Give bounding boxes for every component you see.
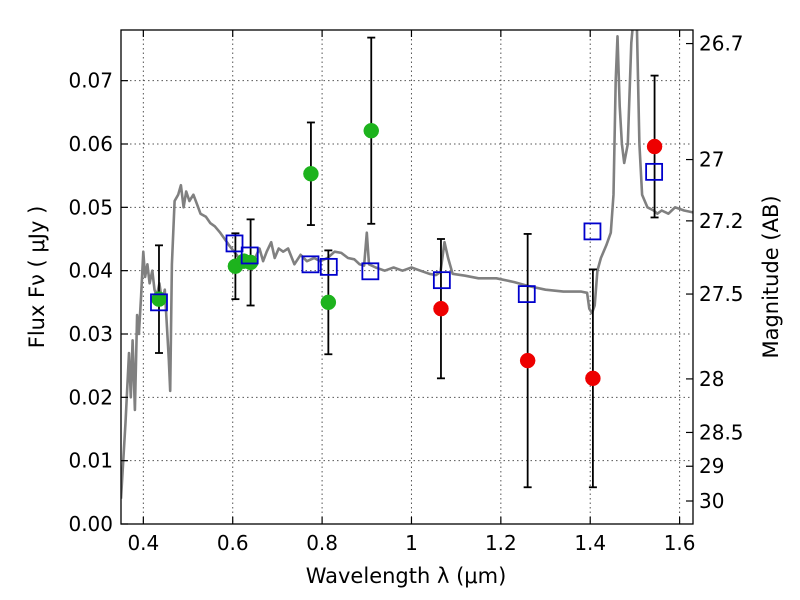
model-square-marker <box>319 257 338 276</box>
infrared-circle-marker <box>585 370 601 387</box>
marker-layer <box>150 122 664 387</box>
mag-tick-label: 28.5 <box>699 420 744 444</box>
mag-tick-label: 30 <box>699 489 724 513</box>
y-axis-title: Flux Fν ( μJy ) <box>25 206 49 349</box>
y-tick-label: 0.03 <box>68 322 113 346</box>
x-tick-label: 1.2 <box>485 531 517 555</box>
y-tick-label: 0.02 <box>68 385 113 409</box>
optical-circle-marker <box>303 166 319 182</box>
infrared-circle-marker <box>519 352 536 369</box>
x-tick-label: 1 <box>405 531 418 555</box>
x-tick-label: 0.8 <box>306 531 338 555</box>
mag-tick-label: 28 <box>699 367 724 391</box>
model-square-marker <box>225 234 244 253</box>
mag-tick-label: 27.2 <box>699 209 744 233</box>
x-tick-label: 0.6 <box>217 531 249 555</box>
model-square-marker <box>240 246 259 265</box>
axis-layer: 0.4 0.6 0.8 1 1.2 1.4 1.6 0.00 0.01 0.02 0.03 0.04 0… <box>68 30 744 555</box>
y2-axis-title: Magnitude (AB) <box>759 195 783 358</box>
y-tick-label: 0.01 <box>68 449 113 473</box>
grid <box>121 30 693 525</box>
spectrum-layer <box>121 30 693 499</box>
model-square-marker <box>150 293 168 312</box>
mag-tick-label: 27.5 <box>699 282 744 306</box>
y-tick-label: 0.07 <box>68 69 113 93</box>
optical-circle-marker <box>363 122 379 139</box>
infrared-circle-marker <box>433 300 449 317</box>
infrared-circle-marker <box>646 138 663 155</box>
optical-circle-marker <box>320 294 337 311</box>
model-square-marker <box>645 162 664 181</box>
plot-frame <box>120 29 694 525</box>
model-square-marker <box>361 262 380 281</box>
mag-tick-label: 29 <box>699 454 724 478</box>
model-square-marker <box>301 255 320 274</box>
x-tick-label: 1.4 <box>574 531 606 555</box>
model-square-marker <box>583 222 602 241</box>
y-tick-label: 0.04 <box>68 259 113 283</box>
y-tick-label: 0.00 <box>68 512 113 536</box>
x-axis-title: Wavelength λ (μm) <box>306 564 507 588</box>
x-tick-label: 1.6 <box>664 531 696 555</box>
y-tick-label: 0.06 <box>68 132 113 156</box>
mag-tick-label: 27 <box>699 148 724 172</box>
x-tick-label: 0.4 <box>127 531 159 555</box>
mag-tick-label: 26.7 <box>699 32 744 56</box>
model-square-marker <box>517 285 536 304</box>
spectrum-line <box>121 30 693 499</box>
model-square-marker <box>432 271 451 290</box>
optical-circle-marker <box>242 254 259 271</box>
y-tick-label: 0.05 <box>68 195 113 219</box>
